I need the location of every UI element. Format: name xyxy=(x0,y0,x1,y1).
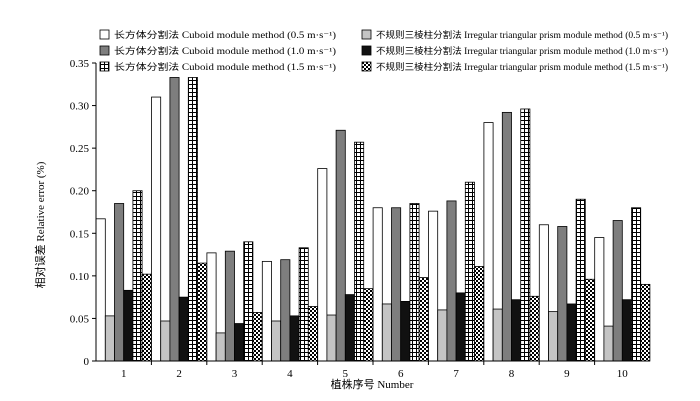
bar xyxy=(446,200,457,362)
bar xyxy=(132,190,143,362)
bar xyxy=(418,277,429,362)
bar xyxy=(169,77,180,362)
x-tick-label: 2 xyxy=(176,368,182,380)
bar xyxy=(621,299,632,362)
x-tick-label: 10 xyxy=(617,368,629,380)
y-tick-label: 0.35 xyxy=(70,58,90,70)
bar xyxy=(409,203,420,362)
bar xyxy=(151,96,162,362)
bar xyxy=(224,250,235,362)
bar xyxy=(501,111,512,362)
bar xyxy=(372,207,383,362)
bar xyxy=(298,247,309,362)
x-tick-label: 9 xyxy=(564,368,570,380)
bar xyxy=(363,288,374,362)
x-axis-ticks: 1 2 3 4 5 6 7 8 9 10 xyxy=(121,361,628,380)
legend-swatch xyxy=(361,29,372,40)
bar xyxy=(344,294,355,362)
bar xyxy=(261,260,272,362)
y-axis-ticks: 0 0.05 0.10 0.15 0.20 0.25 0.30 0.35 xyxy=(70,58,96,368)
bar xyxy=(492,308,503,362)
bar xyxy=(187,77,198,362)
bar xyxy=(529,295,540,362)
y-tick-label: 0.25 xyxy=(70,143,90,155)
x-tick-label: 6 xyxy=(398,368,404,380)
bars-layer xyxy=(95,77,651,362)
bar xyxy=(464,181,475,362)
bar xyxy=(584,278,595,362)
x-tick-label: 3 xyxy=(232,368,238,380)
y-tick-label: 0.05 xyxy=(70,313,90,325)
bar xyxy=(326,314,337,362)
bar xyxy=(511,299,522,362)
bar xyxy=(243,241,254,362)
bar xyxy=(252,312,263,362)
bar xyxy=(428,210,439,362)
bar xyxy=(160,320,171,362)
bar xyxy=(234,323,245,362)
bar xyxy=(548,311,559,362)
bar xyxy=(141,273,152,362)
bar xyxy=(104,315,115,362)
x-tick-label: 1 xyxy=(121,368,127,380)
legend-label: 不规则三棱柱分割法 Irregular triangular prism mod… xyxy=(376,61,668,72)
bar xyxy=(474,266,485,362)
bar xyxy=(631,207,642,362)
bar xyxy=(538,224,549,362)
y-tick-label: 0.10 xyxy=(70,271,90,283)
bar xyxy=(123,289,134,362)
bar xyxy=(566,303,577,362)
bar xyxy=(206,252,217,362)
bar xyxy=(317,168,328,362)
bar xyxy=(483,122,494,362)
bar xyxy=(612,220,623,362)
y-axis-label: 相对误差 Relative error (%) xyxy=(33,161,47,288)
bar xyxy=(400,300,411,362)
bar xyxy=(335,129,346,362)
bar xyxy=(520,108,531,362)
bar xyxy=(603,325,614,362)
y-tick-label: 0.20 xyxy=(70,186,90,198)
legend-swatch xyxy=(99,45,110,56)
legend-label: 长方体分割法 Cuboid module method (0.5 m·s⁻¹) xyxy=(114,29,336,40)
bar xyxy=(557,226,568,362)
bar xyxy=(114,203,125,362)
bar xyxy=(95,218,106,362)
x-tick-label: 7 xyxy=(453,368,459,380)
bar xyxy=(575,198,586,362)
bar xyxy=(289,315,300,362)
legend-swatch xyxy=(99,61,110,72)
legend-label: 长方体分割法 Cuboid module method (1.0 m·s⁻¹) xyxy=(114,45,336,56)
y-tick-label: 0 xyxy=(84,356,90,368)
legend-label: 不规则三棱柱分割法 Irregular triangular prism mod… xyxy=(376,29,668,40)
bar xyxy=(391,207,402,362)
bar xyxy=(307,306,318,362)
bar xyxy=(437,309,448,362)
bar xyxy=(640,283,651,362)
x-tick-label: 5 xyxy=(343,368,349,380)
bar xyxy=(178,296,189,362)
legend-swatch xyxy=(361,61,372,72)
legend-label: 不规则三棱柱分割法 Irregular triangular prism mod… xyxy=(376,45,668,56)
y-tick-label: 0.15 xyxy=(70,228,90,240)
x-tick-label: 8 xyxy=(509,368,515,380)
y-tick-label: 0.30 xyxy=(70,101,90,113)
bar xyxy=(354,141,365,362)
x-axis-label: 植株序号 Number xyxy=(331,377,414,391)
legend-swatch xyxy=(361,45,372,56)
legend-label: 长方体分割法 Cuboid module method (1.5 m·s⁻¹) xyxy=(114,61,336,72)
legend: 长方体分割法 Cuboid module method (0.5 m·s⁻¹) 不… xyxy=(99,29,668,72)
bar xyxy=(381,303,392,362)
bar xyxy=(280,259,291,362)
bar xyxy=(197,262,208,362)
x-tick-label: 4 xyxy=(287,368,293,380)
bar xyxy=(271,320,282,362)
bar xyxy=(455,292,466,362)
legend-swatch xyxy=(99,29,110,40)
bar xyxy=(215,332,226,362)
bar xyxy=(594,237,605,362)
